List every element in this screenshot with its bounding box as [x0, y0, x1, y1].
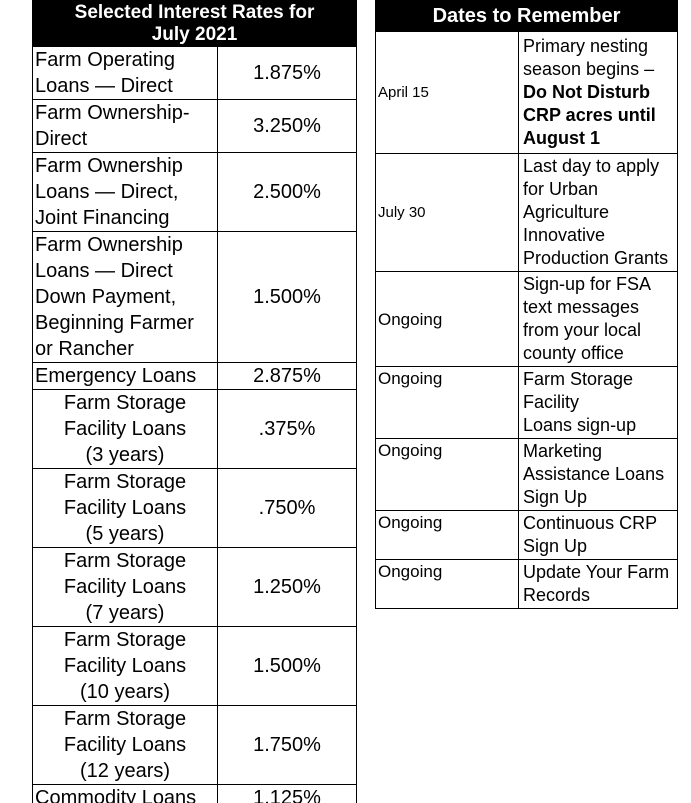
rate-value: 1.875%	[216, 46, 358, 100]
rates-table-header-row: Selected Interest Rates for July 2021	[31, 0, 358, 47]
rate-label: Farm Storage Facility Loans (12 years)	[32, 705, 218, 785]
date-description-text: Update Your Farm Records	[523, 562, 670, 605]
date-row: Ongoing Sign-up for FSA text messages fro…	[375, 271, 678, 367]
rate-row: Commodity Loans 1.125%	[32, 784, 358, 803]
rate-value: 2.875%	[216, 362, 358, 390]
rate-row: Emergency Loans 2.875%	[32, 362, 358, 390]
date-label: April 15	[375, 31, 519, 154]
rate-row: Farm Ownership Loans — Direct Down Payme…	[32, 231, 358, 363]
rates-title-line1: Selected Interest Rates for	[74, 2, 315, 23]
date-row: Ongoing Farm Storage Facility Loans sign-…	[375, 366, 678, 439]
date-description-bold-text: Do Not Disturb CRP acres until August 1	[523, 82, 656, 148]
rate-label: Farm Ownership Loans — Direct Down Payme…	[32, 231, 218, 363]
date-label: Ongoing	[375, 510, 519, 560]
date-row: Ongoing Update Your Farm Records	[375, 559, 678, 609]
date-description-text: Primary nesting season begins –	[523, 36, 655, 79]
rate-label: Farm Storage Facility Loans (7 years)	[32, 547, 218, 627]
dates-table-title: Dates to Remember	[375, 0, 678, 32]
rate-row: Farm Storage Facility Loans (7 years) 1.2…	[32, 547, 358, 627]
rate-label: Farm Storage Facility Loans (10 years)	[32, 626, 218, 706]
date-description: Marketing Assistance Loans Sign Up	[518, 438, 678, 511]
dates-to-remember-table: Dates to Remember April 15 Primary nestin…	[375, 0, 678, 609]
rate-row: Farm Storage Facility Loans (3 years) .37…	[32, 389, 358, 469]
rates-title-line2: July 2021	[151, 24, 238, 45]
rate-row: Farm Storage Facility Loans (10 years) 1.…	[32, 626, 358, 706]
rate-value: 1.500%	[216, 231, 358, 363]
date-label: Ongoing	[375, 559, 519, 609]
rates-table-title: Selected Interest Rates for July 2021	[31, 0, 358, 47]
rate-value: 1.750%	[216, 705, 358, 785]
date-row: Ongoing Marketing Assistance Loans Sign U…	[375, 438, 678, 511]
rate-row: Farm Ownership Loans — Direct, Joint Fin…	[32, 152, 358, 232]
rate-label: Emergency Loans	[32, 362, 218, 390]
dates-table-header-row: Dates to Remember	[375, 0, 678, 32]
rate-row: Farm Storage Facility Loans (5 years) .75…	[32, 468, 358, 548]
date-description: Primary nesting season begins – Do Not D…	[518, 31, 678, 154]
date-label: Ongoing	[375, 366, 519, 439]
date-label: Ongoing	[375, 438, 519, 511]
date-row: April 15 Primary nesting season begins – …	[375, 31, 678, 154]
date-description-text: Last day to apply for Urban Agriculture …	[523, 156, 669, 268]
interest-rates-table: Selected Interest Rates for July 2021 Fa…	[31, 0, 358, 803]
rate-label: Commodity Loans	[32, 784, 218, 803]
rate-value: .750%	[216, 468, 358, 548]
date-description-text: Marketing Assistance Loans Sign Up	[523, 441, 665, 507]
rate-label: Farm Storage Facility Loans (5 years)	[32, 468, 218, 548]
date-row: Ongoing Continuous CRP Sign Up	[375, 510, 678, 560]
date-label: July 30	[375, 153, 519, 272]
date-description: Farm Storage Facility Loans sign-up	[518, 366, 678, 439]
date-description-text: Sign-up for FSA text messages from your …	[523, 274, 652, 363]
rate-value: 1.500%	[216, 626, 358, 706]
rate-value: 1.125%	[216, 784, 358, 803]
rate-value: 3.250%	[216, 99, 358, 153]
date-description: Continuous CRP Sign Up	[518, 510, 678, 560]
rate-row: Farm Ownership- Direct 3.250%	[32, 99, 358, 153]
rate-value: 1.250%	[216, 547, 358, 627]
date-description-text: Continuous CRP Sign Up	[523, 513, 658, 556]
rate-row: Farm Operating Loans — Direct 1.875%	[32, 46, 358, 100]
rate-value: 2.500%	[216, 152, 358, 232]
date-description: Sign-up for FSA text messages from your …	[518, 271, 678, 367]
rate-label: Farm Storage Facility Loans (3 years)	[32, 389, 218, 469]
rate-label: Farm Ownership- Direct	[32, 99, 218, 153]
date-description-text: Farm Storage Facility Loans sign-up	[523, 369, 637, 435]
date-description: Last day to apply for Urban Agriculture …	[518, 153, 678, 272]
rate-row: Farm Storage Facility Loans (12 years) 1.…	[32, 705, 358, 785]
rate-label: Farm Operating Loans — Direct	[32, 46, 218, 100]
rate-label: Farm Ownership Loans — Direct, Joint Fin…	[32, 152, 218, 232]
date-row: July 30 Last day to apply for Urban Agric…	[375, 153, 678, 272]
rate-value: .375%	[216, 389, 358, 469]
date-description: Update Your Farm Records	[518, 559, 678, 609]
date-label: Ongoing	[375, 271, 519, 367]
